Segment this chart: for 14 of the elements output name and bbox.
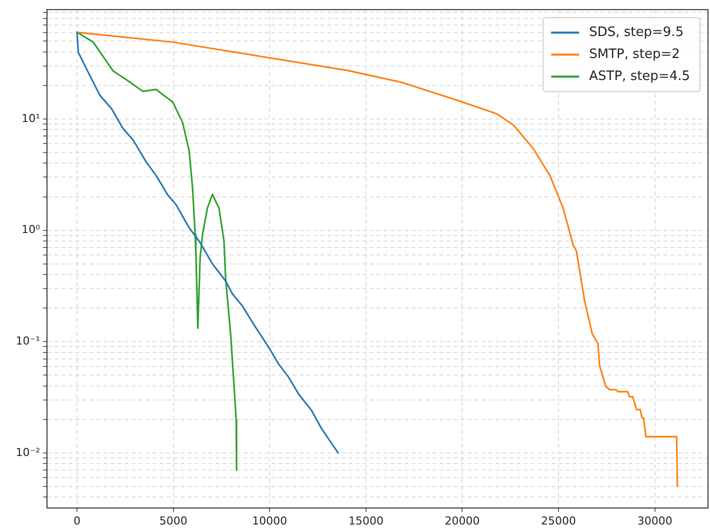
x-tick-label: 15000	[348, 514, 384, 528]
x-tick-label: 5000	[159, 514, 188, 528]
x-tick-label: 25000	[541, 514, 576, 528]
legend-label: ASTP, step=4.5	[589, 68, 690, 84]
y-tick-label: 10¹	[22, 112, 40, 125]
y-tick-label: 10⁻¹	[16, 334, 40, 348]
x-tick-label: 30000	[637, 514, 672, 528]
x-tick-label: 20000	[444, 514, 480, 528]
y-tick-label: 10⁰	[22, 223, 41, 236]
y-tick-label: 10⁻²	[16, 446, 40, 459]
legend-label: SDS, step=9.5	[589, 24, 684, 40]
x-tick-label: 10000	[252, 514, 288, 528]
x-tick-label: 0	[74, 514, 81, 528]
legend-label: SMTP, step=2	[589, 46, 680, 62]
